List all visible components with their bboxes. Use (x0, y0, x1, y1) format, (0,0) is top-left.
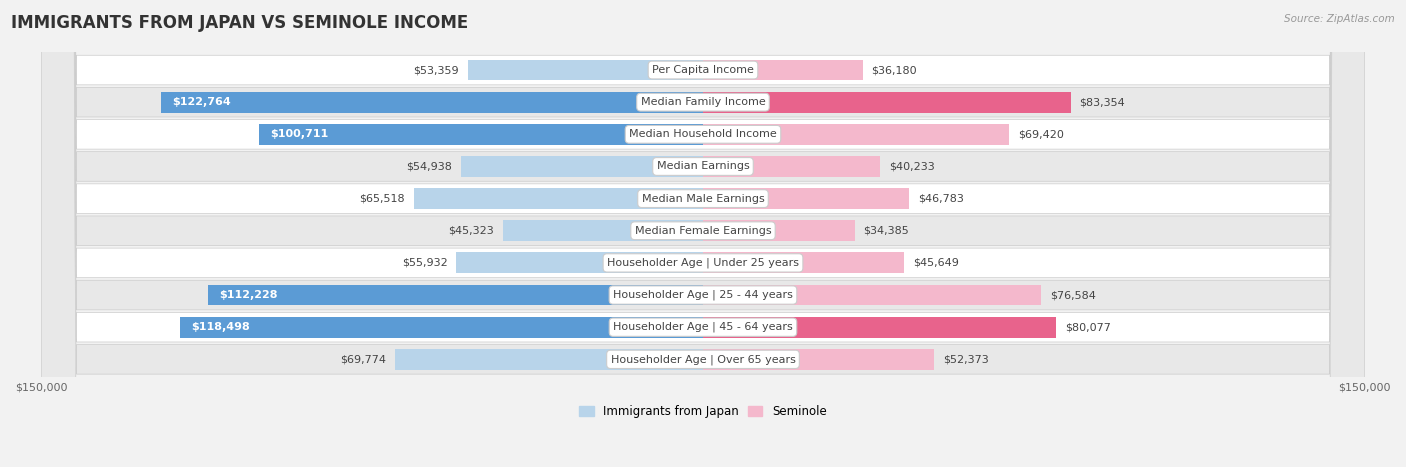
Text: IMMIGRANTS FROM JAPAN VS SEMINOLE INCOME: IMMIGRANTS FROM JAPAN VS SEMINOLE INCOME (11, 14, 468, 32)
Text: $34,385: $34,385 (863, 226, 910, 236)
Bar (703, 92, 1071, 113)
Text: $55,932: $55,932 (402, 258, 447, 268)
Bar (468, 60, 703, 80)
Text: Median Household Income: Median Household Income (628, 129, 778, 139)
Bar (259, 124, 703, 145)
Text: $45,323: $45,323 (449, 226, 495, 236)
Text: Median Earnings: Median Earnings (657, 162, 749, 171)
Text: $45,649: $45,649 (914, 258, 959, 268)
Text: $46,783: $46,783 (918, 194, 965, 204)
Bar (703, 124, 1010, 145)
Bar (162, 92, 703, 113)
Text: $65,518: $65,518 (360, 194, 405, 204)
Bar (703, 284, 1040, 305)
Text: $40,233: $40,233 (890, 162, 935, 171)
Text: $69,420: $69,420 (1018, 129, 1064, 139)
FancyBboxPatch shape (41, 0, 1365, 467)
FancyBboxPatch shape (41, 0, 1365, 467)
Legend: Immigrants from Japan, Seminole: Immigrants from Japan, Seminole (575, 401, 831, 423)
Bar (413, 188, 703, 209)
Text: Householder Age | 25 - 44 years: Householder Age | 25 - 44 years (613, 290, 793, 300)
Text: $83,354: $83,354 (1080, 97, 1125, 107)
FancyBboxPatch shape (41, 0, 1365, 467)
Bar (703, 188, 910, 209)
Text: $80,077: $80,077 (1066, 322, 1111, 332)
FancyBboxPatch shape (41, 0, 1365, 467)
Text: Householder Age | 45 - 64 years: Householder Age | 45 - 64 years (613, 322, 793, 333)
Bar (456, 253, 703, 273)
Bar (180, 317, 703, 338)
Text: Median Family Income: Median Family Income (641, 97, 765, 107)
Bar (395, 349, 703, 370)
Bar (703, 349, 934, 370)
Text: $122,764: $122,764 (173, 97, 231, 107)
FancyBboxPatch shape (41, 0, 1365, 467)
Text: Householder Age | Over 65 years: Householder Age | Over 65 years (610, 354, 796, 365)
Bar (703, 60, 863, 80)
Bar (208, 284, 703, 305)
Text: Median Male Earnings: Median Male Earnings (641, 194, 765, 204)
Text: $54,938: $54,938 (406, 162, 451, 171)
Text: $69,774: $69,774 (340, 354, 387, 364)
Bar (461, 156, 703, 177)
Bar (703, 156, 880, 177)
FancyBboxPatch shape (41, 0, 1365, 467)
FancyBboxPatch shape (41, 0, 1365, 467)
Bar (503, 220, 703, 241)
FancyBboxPatch shape (41, 0, 1365, 467)
Text: $53,359: $53,359 (413, 65, 458, 75)
Text: $76,584: $76,584 (1050, 290, 1095, 300)
Bar (703, 317, 1056, 338)
Text: $36,180: $36,180 (872, 65, 917, 75)
Text: $112,228: $112,228 (219, 290, 277, 300)
Bar (703, 253, 904, 273)
FancyBboxPatch shape (41, 0, 1365, 467)
Text: $118,498: $118,498 (191, 322, 250, 332)
Text: Householder Age | Under 25 years: Householder Age | Under 25 years (607, 258, 799, 268)
Text: $52,373: $52,373 (943, 354, 988, 364)
Bar (703, 220, 855, 241)
Text: Source: ZipAtlas.com: Source: ZipAtlas.com (1284, 14, 1395, 24)
Text: Median Female Earnings: Median Female Earnings (634, 226, 772, 236)
Text: Per Capita Income: Per Capita Income (652, 65, 754, 75)
FancyBboxPatch shape (41, 0, 1365, 467)
Text: $100,711: $100,711 (270, 129, 328, 139)
